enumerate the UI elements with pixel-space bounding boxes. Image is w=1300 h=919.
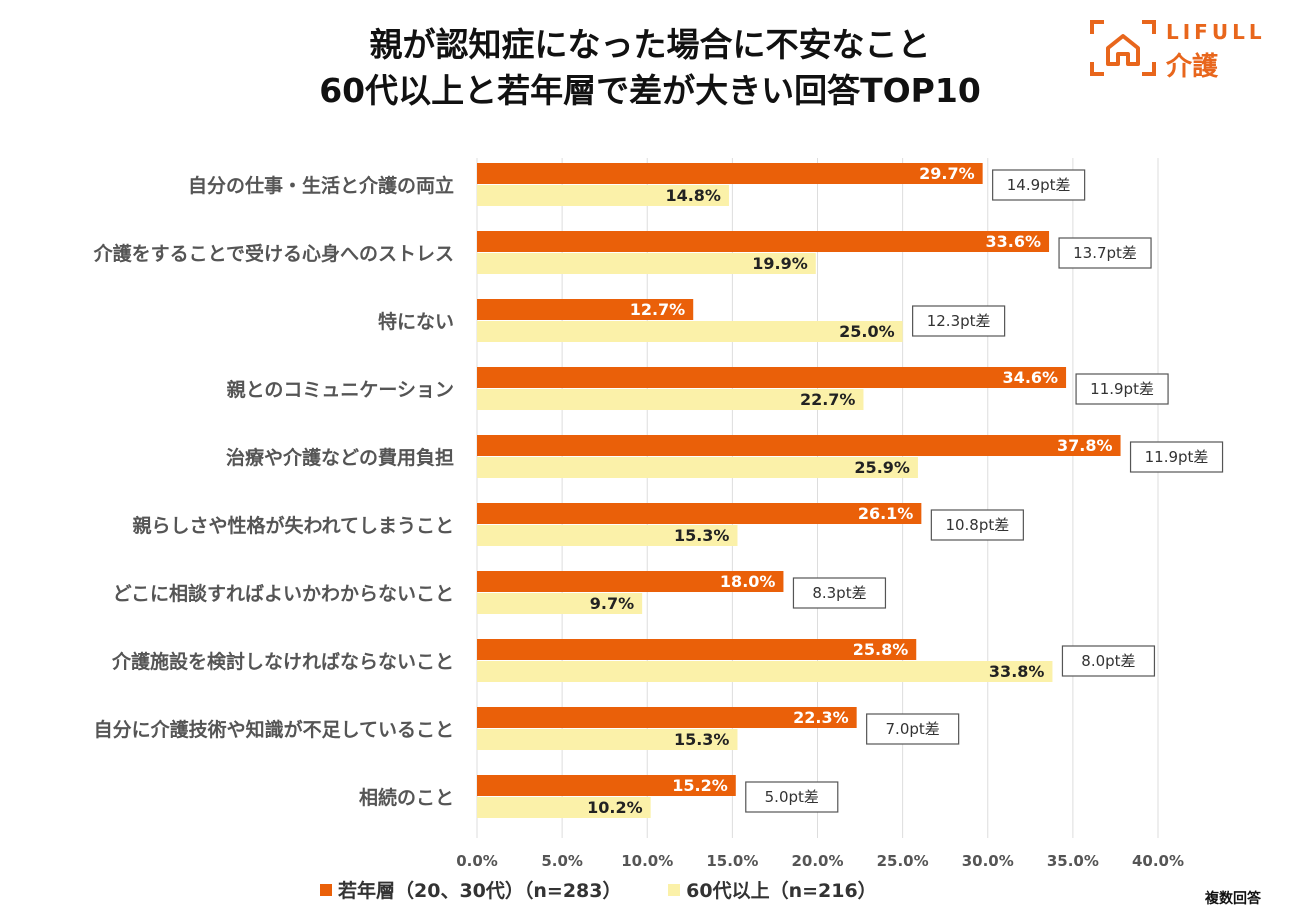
bar-young [477,231,1050,252]
x-tick-label: 5.0% [541,852,583,870]
data-label-senior: 22.7% [800,390,856,409]
category-label: 自分に介護技術や知識が不足していること [94,718,454,741]
difference-label: 12.3pt差 [927,312,991,330]
x-tick-label: 15.0% [706,852,758,870]
title-line-1: 親が認知症になった場合に不安なこと [369,25,931,64]
data-label-senior: 33.8% [989,662,1045,681]
legend-swatch-young [320,883,332,896]
bar-senior [477,253,816,274]
data-label-young: 18.0% [720,572,776,591]
difference-label: 8.3pt差 [812,584,866,602]
x-tick-label: 20.0% [791,852,843,870]
data-label-young: 25.8% [853,640,909,659]
x-tick-label: 10.0% [621,852,673,870]
bar-young [477,435,1121,456]
bar-senior [477,321,903,342]
data-label-senior: 15.3% [674,730,730,749]
category-label: 特にない [378,311,454,333]
logo-text-en: LIFULL [1166,20,1266,44]
difference-label: 11.9pt差 [1145,448,1209,466]
category-label: 介護をすることで受ける心身へのストレス [93,242,454,265]
difference-label: 8.0pt差 [1081,652,1135,670]
bar-senior [477,661,1053,682]
difference-callout [912,305,1006,337]
bar-senior [477,797,651,818]
x-tick-label: 40.0% [1132,852,1184,870]
bar-young [477,639,917,660]
bar-senior [477,729,738,750]
category-label: 親とのコミュニケーション [227,378,454,401]
data-label-young: 37.8% [1057,436,1113,455]
bar-young [477,571,784,592]
house-icon [1090,20,1156,76]
difference-label: 5.0pt差 [765,788,819,806]
difference-label: 13.7pt差 [1073,244,1137,262]
x-tick-label: 35.0% [1047,852,1099,870]
bar-senior [477,389,864,410]
data-label-senior: 25.0% [839,322,895,341]
legend-swatch-senior [668,883,681,896]
lifull-kaigo-logo: LIFULL 介護 [1088,18,1278,82]
data-label-young: 34.6% [1003,368,1059,387]
data-label-senior: 14.8% [665,186,721,205]
difference-label: 11.9pt差 [1090,380,1154,398]
data-label-senior: 10.2% [587,798,643,817]
title-line-2: 60代以上と若年層で差が大きい回答TOP10 [319,71,981,110]
multiple-answer-note: 複数回答 [1205,891,1261,907]
x-tick-label: 0.0% [456,852,498,870]
difference-callout [1075,373,1169,405]
difference-callout [1061,645,1156,677]
x-tick-label: 25.0% [877,852,929,870]
bar-senior [477,593,643,614]
difference-callout [992,169,1086,201]
bar-senior [477,457,918,478]
bar-young [477,299,694,320]
bar-young [477,367,1067,388]
bar-young [477,163,983,184]
data-label-young: 22.3% [793,708,849,727]
data-label-senior: 25.9% [854,458,910,477]
category-label: 親らしさや性格が失われてしまうこと [133,514,454,537]
data-label-young: 15.2% [672,776,728,795]
data-label-young: 12.7% [630,300,686,319]
bar-young [477,775,736,796]
category-label: 相続のこと [359,786,454,809]
bar-senior [477,185,729,206]
legend-item-young: 若年層（20、30代）（n=283） [320,876,622,903]
category-label: どこに相談すればよいかわからないこと [113,582,454,605]
data-label-senior: 9.7% [590,594,634,613]
difference-label: 10.8pt差 [945,516,1009,534]
legend-item-senior: 60代以上（n=216） [668,876,877,903]
legend: 若年層（20、30代）（n=283） 60代以上（n=216） [320,876,917,903]
chart-title: 親が認知症になった場合に不安なこと 60代以上と若年層で差が大きい回答TOP10 [0,22,1300,114]
legend-label-senior: 60代以上（n=216） [686,880,877,902]
data-label-young: 33.6% [986,232,1042,251]
bar-young [477,707,857,728]
difference-label: 7.0pt差 [886,720,940,738]
logo-text-ja: 介護 [1166,52,1219,82]
x-tick-label: 30.0% [962,852,1014,870]
data-label-young: 29.7% [919,164,975,183]
difference-callout [792,577,887,609]
data-label-senior: 19.9% [752,254,808,273]
legend-label-young: 若年層（20、30代）（n=283） [338,880,622,902]
data-label-senior: 15.3% [674,526,730,545]
difference-callout [930,509,1024,541]
bar-young [477,503,922,524]
category-label: 治療や介護などの費用負担 [226,446,454,469]
difference-callout [745,781,839,813]
category-label: 自分の仕事・生活と介護の両立 [188,174,454,197]
difference-callout [866,713,960,745]
bar-senior [477,525,738,546]
difference-callout [1058,237,1152,269]
difference-callout [1129,441,1224,473]
category-label: 介護施設を検討しなければならないこと [111,650,454,673]
data-label-young: 26.1% [858,504,914,523]
difference-label: 14.9pt差 [1007,176,1071,194]
